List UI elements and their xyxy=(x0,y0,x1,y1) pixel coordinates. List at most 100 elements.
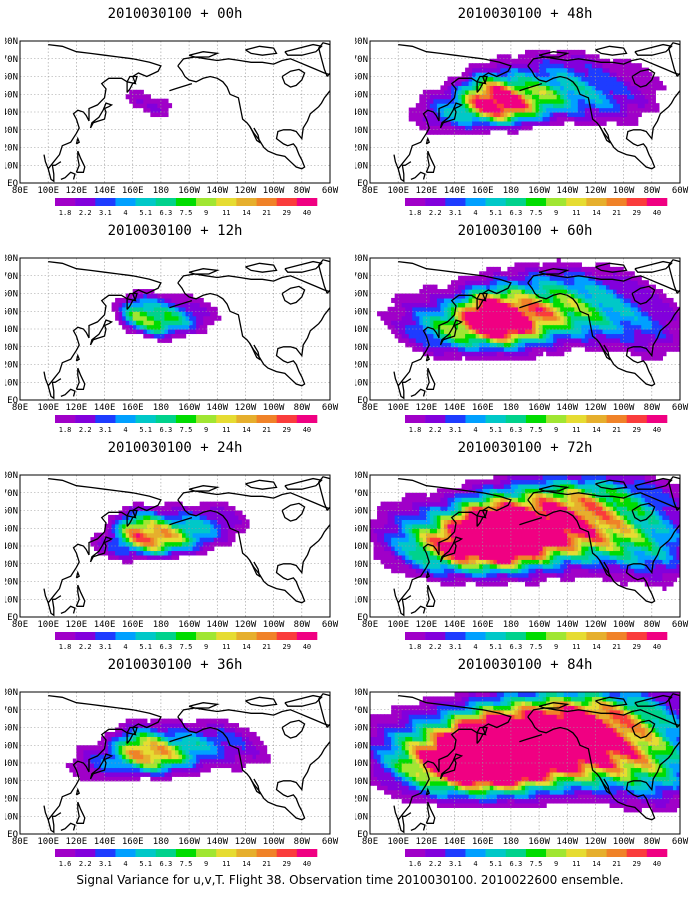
colorbar-swatch xyxy=(425,198,446,206)
colorbar-label: 9 xyxy=(554,643,558,651)
panel-48h: 2010030100 + 48h EQ 10N 20N 30N 40N 50N 60N 70N… xyxy=(355,5,695,220)
lat-tick-label: 70N xyxy=(5,272,18,282)
colorbar-swatch xyxy=(606,415,627,423)
lat-tick-label: EQ xyxy=(357,179,368,189)
lat-tick-label: 10N xyxy=(355,161,368,171)
lon-tick-label: 120W xyxy=(235,837,257,847)
colorbar-swatch xyxy=(75,849,96,857)
variance-field xyxy=(370,692,680,813)
colorbar-label: 9 xyxy=(204,860,208,868)
panel-title: 2010030100 + 12h xyxy=(107,223,243,239)
colorbar-label: 11 xyxy=(572,860,580,868)
colorbar-swatch xyxy=(485,632,507,640)
lat-tick-label: 40N xyxy=(355,542,368,552)
map-frame xyxy=(369,40,681,184)
coastlines xyxy=(393,476,680,617)
colorbar-swatch xyxy=(646,198,668,206)
colorbar: 1.8 2.2 3.1 4 5.1 6.3 7.5 9 11 14 21 29 40 xyxy=(405,198,668,217)
lat-tick-label: 40N xyxy=(355,759,368,769)
lat-tick-label: 10N xyxy=(355,378,368,388)
colorbar-label: 40 xyxy=(653,643,661,651)
lat-tick-label: 40N xyxy=(5,759,18,769)
lon-tick-label: 60W xyxy=(672,186,689,196)
lon-tick-label: 120E xyxy=(66,186,88,196)
colorbar-swatch xyxy=(566,198,587,206)
colorbar-label: 5.1 xyxy=(489,209,502,217)
colorbar-label: 3.1 xyxy=(99,860,112,868)
colorbar-swatch xyxy=(236,632,257,640)
lon-tick-label: 160W xyxy=(178,620,200,630)
lon-tick-label: 180 xyxy=(153,186,169,196)
lon-tick-label: 120W xyxy=(235,186,257,196)
colorbar-label: 7.5 xyxy=(530,426,543,434)
map-plot: EQ 10N 20N 30N 40N 50N 60N 70N 80N 80E 100E 120E 140… xyxy=(355,254,689,434)
lon-tick-label: 180 xyxy=(153,837,169,847)
colorbar-label: 29 xyxy=(283,860,291,868)
colorbar: 1.8 2.2 3.1 4 5.1 6.3 7.5 9 11 14 21 29 40 xyxy=(405,632,668,651)
map-plot: EQ 10N 20N 30N 40N 50N 60N 70N 80N 80E 100E 120E 140… xyxy=(5,254,339,434)
colorbar-swatch xyxy=(216,415,237,423)
colorbar-swatch xyxy=(525,849,547,857)
lat-tick-label: 20N xyxy=(5,795,18,805)
colorbar-label: 11 xyxy=(572,643,580,651)
map-plot: EQ 10N 20N 30N 40N 50N 60N 70N 80N 80E 100E 120E 140… xyxy=(5,37,339,217)
lon-tick-label: 160W xyxy=(528,837,550,847)
colorbar-label: 11 xyxy=(572,209,580,217)
colorbar-label: 5.1 xyxy=(489,426,502,434)
lon-tick-label: 160E xyxy=(472,837,494,847)
colorbar-swatch xyxy=(546,849,567,857)
lon-tick-label: 120E xyxy=(66,837,88,847)
lat-tick-label: 10N xyxy=(355,595,368,605)
lat-tick-label: 80N xyxy=(355,254,368,264)
lat-tick-label: 30N xyxy=(355,560,368,570)
colorbar-swatch xyxy=(405,415,426,423)
lat-tick-label: 40N xyxy=(355,108,368,118)
colorbar-swatch xyxy=(485,849,507,857)
panel-36h: 2010030100 + 36h EQ 10N 20N 30N 40N 50N 60N 70N… xyxy=(5,656,345,871)
colorbar-swatch xyxy=(646,632,668,640)
colorbar-swatch xyxy=(586,632,607,640)
panel-title: 2010030100 + 36h xyxy=(107,657,243,673)
colorbar-label: 6.3 xyxy=(510,426,523,434)
colorbar-label: 7.5 xyxy=(180,860,193,868)
colorbar-label: 3.1 xyxy=(449,426,462,434)
colorbar-label: 2.2 xyxy=(429,209,442,217)
lat-tick-label: 60N xyxy=(5,507,18,517)
colorbar-swatch xyxy=(485,198,507,206)
lon-tick-label: 80W xyxy=(294,186,311,196)
colorbar-swatch xyxy=(485,415,507,423)
panel-title: 2010030100 + 48h xyxy=(457,6,593,22)
colorbar-swatch xyxy=(646,415,668,423)
grid-lines xyxy=(370,692,680,834)
colorbar-label: 11 xyxy=(222,860,230,868)
colorbar-swatch xyxy=(296,198,318,206)
lon-tick-label: 120E xyxy=(416,837,438,847)
lon-tick-label: 160W xyxy=(528,403,550,413)
lat-tick-label: 80N xyxy=(5,37,18,47)
panel-title: 2010030100 + 00h xyxy=(107,6,243,22)
lon-tick-label: 140W xyxy=(556,620,578,630)
colorbar-label: 21 xyxy=(262,426,270,434)
colorbar-swatch xyxy=(175,415,197,423)
lon-tick-label: 140E xyxy=(444,837,466,847)
lon-tick-label: 80E xyxy=(362,620,378,630)
colorbar-swatch xyxy=(55,632,76,640)
colorbar-swatch xyxy=(606,198,627,206)
lon-tick-label: 100W xyxy=(263,837,285,847)
lat-tick-label: 50N xyxy=(5,524,18,534)
lat-tick-label: 10N xyxy=(5,378,18,388)
lon-tick-label: 100W xyxy=(613,837,635,847)
coastlines xyxy=(393,42,680,183)
colorbar-label: 14 xyxy=(242,860,250,868)
colorbar-swatch xyxy=(505,198,527,206)
lat-tick-label: 50N xyxy=(355,90,368,100)
lon-tick-label: 180 xyxy=(153,620,169,630)
lon-tick-label: 140W xyxy=(556,403,578,413)
colorbar-label: 2.2 xyxy=(429,643,442,651)
lon-tick-label: 140E xyxy=(444,186,466,196)
colorbar-label: 4 xyxy=(473,643,477,651)
colorbar-swatch xyxy=(586,415,607,423)
colorbar: 1.6 2.2 3.1 4 5.1 6.3 7.5 9 11 14 21 29 40 xyxy=(55,849,318,868)
lat-tick-label: EQ xyxy=(7,830,18,840)
panel-title: 2010030100 + 24h xyxy=(107,440,243,456)
